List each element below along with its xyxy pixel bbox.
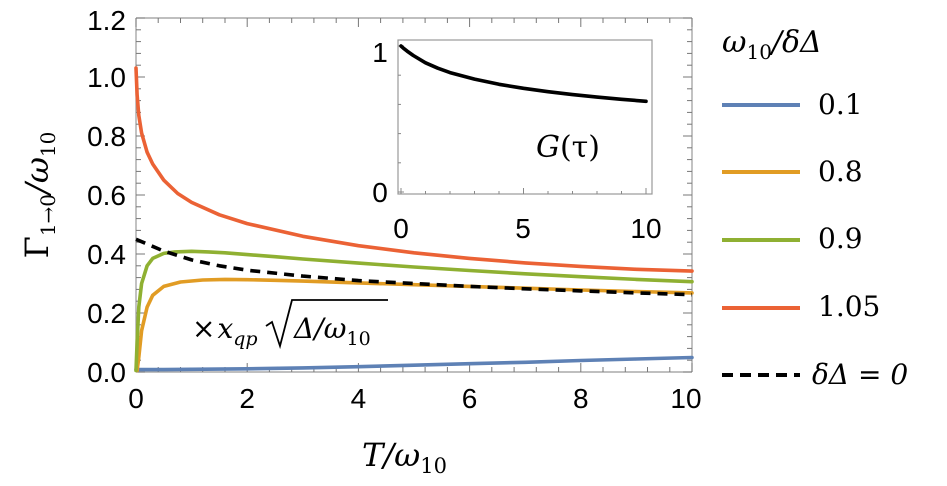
legend-swatches xyxy=(722,103,800,377)
series-line-1-05 xyxy=(134,66,694,273)
legend-title-rest: /δΔ xyxy=(769,25,822,60)
y-axis-label: Γ1→0/ω10 xyxy=(18,132,60,259)
x-tick-label-2: 2 xyxy=(239,383,255,414)
x-axis-label-sub: 10 xyxy=(420,454,447,478)
x-tick-label-8: 8 xyxy=(573,383,589,414)
y-tick-labels: 0.0 0.2 0.4 0.6 0.8 1.0 1.2 xyxy=(87,5,126,388)
inset-x-tick-label-0: 0 xyxy=(393,213,409,244)
legend-title: ω10/δΔ xyxy=(722,25,822,64)
y-tick-label-0-2: 0.2 xyxy=(87,298,126,329)
x-axis-label-main: T xyxy=(362,436,386,474)
inset-frame xyxy=(397,39,653,195)
legend-label-0-9: 0.9 xyxy=(818,222,863,255)
y-tick-label-1-2: 1.2 xyxy=(87,5,126,36)
inset-x-tick-label-10: 10 xyxy=(630,213,661,244)
legend-label-0-8: 0.8 xyxy=(818,155,863,188)
scaling-annotation: ×xqp Δ/ω10 xyxy=(192,299,388,350)
legend-label-zero: δΔ = 0 xyxy=(812,358,908,391)
y-tick-label-0-6: 0.6 xyxy=(87,180,126,211)
y-axis-label-rest: /ω xyxy=(18,157,56,197)
legend-label-0-1: 0.1 xyxy=(818,88,863,121)
series-line-0 xyxy=(135,237,693,297)
y-axis-label-rest-sub: 10 xyxy=(36,132,60,157)
x-tick-label-6: 6 xyxy=(462,383,478,414)
inset-y-tick-label-0: 0 xyxy=(372,177,388,208)
y-axis-label-gamma: Γ xyxy=(18,236,56,258)
series-line-0-9 xyxy=(134,249,694,373)
annotation-text: ×xqp xyxy=(192,312,258,350)
series-line-0-1 xyxy=(134,355,694,372)
inset-label-rest: (τ) xyxy=(560,130,600,165)
y-tick-label-1-0: 1.0 xyxy=(87,62,126,93)
inset-label-main: G xyxy=(536,130,560,165)
annotation-radicand-sub: 10 xyxy=(347,328,371,350)
inset-series xyxy=(399,44,648,104)
y-tick-label-0: 0.0 xyxy=(87,357,126,388)
y-tick-label-0-4: 0.4 xyxy=(87,239,126,270)
x-axis-label-rest: /ω xyxy=(380,436,420,474)
y-tick-label-0-8: 0.8 xyxy=(87,121,126,152)
legend-title-sub: 10 xyxy=(746,40,771,64)
inset-label: G(τ) xyxy=(536,130,600,165)
sqrt-sign xyxy=(265,299,388,350)
annotation-times: × xyxy=(192,312,215,345)
x-tick-label-10: 10 xyxy=(670,383,701,414)
annotation-x: x xyxy=(217,312,233,345)
main-series xyxy=(134,66,694,373)
x-tick-label-4: 4 xyxy=(351,383,367,414)
y-axis-label-gamma-sub: 1→0 xyxy=(36,194,60,236)
inset-plot: 1 0 0 5 10 G(τ) xyxy=(372,37,661,244)
annotation-radicand-main: Δ/ω xyxy=(293,312,347,345)
inset-ticks xyxy=(398,45,647,194)
legend-title-main: ω xyxy=(722,25,746,60)
legend: ω10/δΔ 0.1 0.8 0.9 1.05 δΔ = 0 xyxy=(722,25,908,391)
inset-series-line xyxy=(399,44,648,104)
inset-x-tick-label-5: 5 xyxy=(515,213,531,244)
x-tick-label-0: 0 xyxy=(128,383,144,414)
x-axis-label: T/ω10 xyxy=(362,436,447,478)
annotation-radicand: Δ/ω10 xyxy=(293,312,371,350)
inset-y-tick-label-1: 1 xyxy=(372,37,388,68)
annotation-sub: qp xyxy=(233,328,257,350)
x-tick-labels: 0 2 4 6 8 10 xyxy=(128,383,701,414)
legend-label-1-05: 1.05 xyxy=(818,290,880,323)
